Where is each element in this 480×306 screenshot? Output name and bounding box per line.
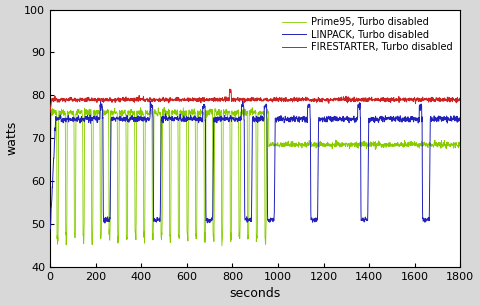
- LINPACK, Turbo disabled: [98, 108, 104, 112]
- Legend: Prime95, Turbo disabled, LINPACK, Turbo disabled, FIRESTARTER, Turbo disabled: Prime95, Turbo disabled, LINPACK, Turbo …: [279, 14, 456, 55]
- FIRESTARTER, Turbo disabled: [179, 99, 184, 103]
- Line: FIRESTARTER, Turbo disabled: FIRESTARTER, Turbo disabled: [50, 89, 460, 113]
- FIRESTARTER, Turbo disabled: [227, 87, 233, 91]
- Line: Prime95, Turbo disabled: Prime95, Turbo disabled: [50, 107, 460, 246]
- Prime95, Turbo disabled: [98, 237, 104, 241]
- FIRESTARTER, Turbo disabled: [98, 99, 104, 103]
- LINPACK, Turbo disabled: [182, 118, 188, 122]
- Prime95, Turbo disabled: [353, 142, 359, 146]
- Prime95, Turbo disabled: [219, 244, 225, 248]
- Prime95, Turbo disabled: [161, 106, 167, 109]
- LINPACK, Turbo disabled: [58, 115, 64, 119]
- LINPACK, Turbo disabled: [179, 119, 184, 123]
- Prime95, Turbo disabled: [58, 110, 63, 113]
- LINPACK, Turbo disabled: [47, 224, 53, 228]
- Y-axis label: watts: watts: [6, 121, 19, 155]
- LINPACK, Turbo disabled: [353, 118, 359, 122]
- Line: LINPACK, Turbo disabled: LINPACK, Turbo disabled: [50, 101, 460, 229]
- Prime95, Turbo disabled: [179, 110, 184, 114]
- Prime95, Turbo disabled: [457, 146, 463, 149]
- Prime95, Turbo disabled: [47, 222, 53, 226]
- FIRESTARTER, Turbo disabled: [58, 99, 63, 102]
- FIRESTARTER, Turbo disabled: [353, 98, 359, 102]
- FIRESTARTER, Turbo disabled: [47, 111, 53, 114]
- Prime95, Turbo disabled: [182, 109, 188, 113]
- FIRESTARTER, Turbo disabled: [233, 97, 239, 101]
- FIRESTARTER, Turbo disabled: [182, 99, 188, 102]
- X-axis label: seconds: seconds: [229, 287, 281, 300]
- FIRESTARTER, Turbo disabled: [457, 96, 463, 100]
- LINPACK, Turbo disabled: [457, 119, 463, 123]
- LINPACK, Turbo disabled: [240, 99, 246, 103]
- LINPACK, Turbo disabled: [48, 227, 53, 231]
- Prime95, Turbo disabled: [233, 113, 239, 117]
- LINPACK, Turbo disabled: [233, 116, 239, 120]
